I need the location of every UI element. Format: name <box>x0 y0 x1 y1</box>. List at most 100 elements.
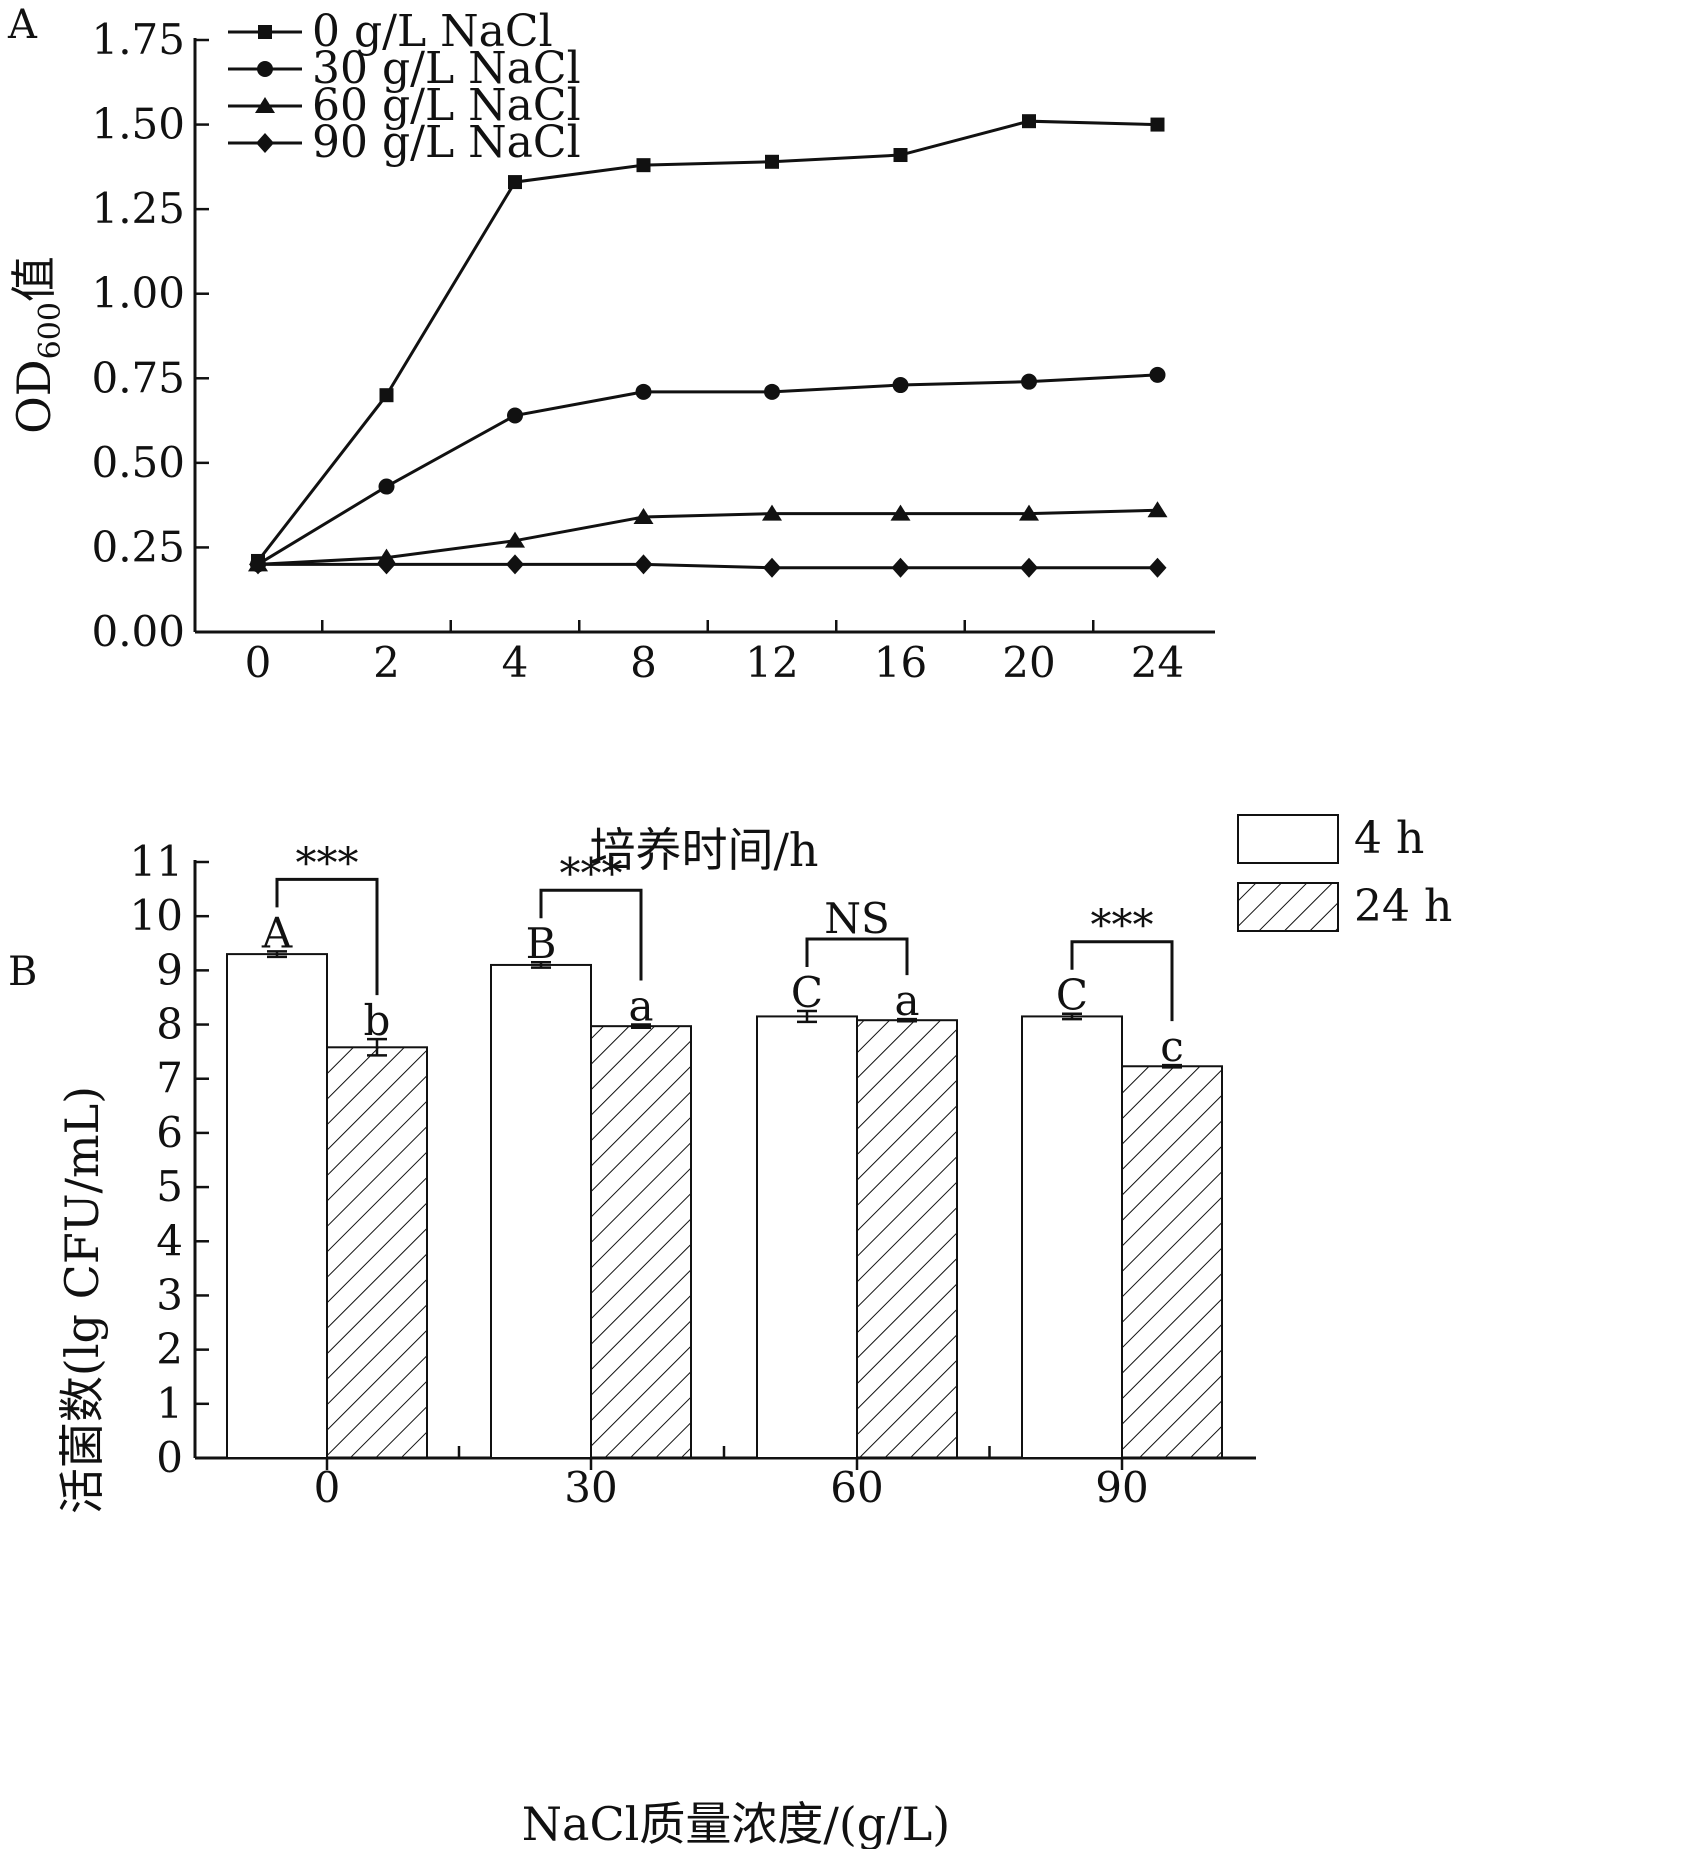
panel-a-series-0 <box>251 114 1165 568</box>
series-line <box>257 508 1158 566</box>
panel-a-y-tick-label: 1.00 <box>91 269 185 318</box>
diamond-marker <box>506 554 524 575</box>
significance-letter: C <box>791 968 823 1017</box>
panel-a-legend-item: 30 g/L NaCl <box>228 43 581 94</box>
panel-a-x-tick-label: 16 <box>874 638 927 687</box>
series-line <box>257 373 1158 566</box>
panel-b-y-tick-label: 7 <box>156 1054 183 1103</box>
diamond-marker <box>1148 557 1167 578</box>
panel-a-chart: 0.000.250.500.751.001.251.501.75 0 2 4 8 12 1… <box>7 6 1215 877</box>
panel-b-legend-label: 4 h <box>1354 813 1424 864</box>
circle-marker <box>1149 366 1166 383</box>
panel-b-y-tick-label: 6 <box>156 1108 183 1157</box>
bar-4h <box>1021 1015 1123 1459</box>
panel-a-x-axis-title: 培养时间/h <box>589 823 818 877</box>
panel-a-legend-item: 90 g/L NaCl <box>228 117 581 168</box>
circle-marker <box>635 383 652 400</box>
panel-b-y-tick-label: 4 <box>156 1216 183 1265</box>
bar-4h <box>490 963 592 1459</box>
triangle-marker <box>890 504 911 521</box>
significance-letter: A <box>261 908 293 957</box>
panel-a-series-2 <box>248 501 1168 572</box>
significance-label: *** <box>560 849 623 898</box>
panel-a-legend-item: 60 g/L NaCl <box>228 80 581 131</box>
panel-a-y-tick-label: 1.75 <box>91 15 185 64</box>
square-marker <box>379 388 394 403</box>
bar-24h <box>856 1019 958 1460</box>
panel-a-legend-item: 0 g/L NaCl <box>228 6 553 57</box>
significance-label: *** <box>296 838 359 887</box>
panel-a-x-tick-label: 2 <box>373 638 400 687</box>
triangle-marker <box>1019 504 1039 521</box>
circle-marker <box>1021 373 1037 390</box>
panel-a-y-tick-label: 1.25 <box>91 184 185 233</box>
panel-b-y-tick-label: 11 <box>130 837 183 886</box>
panel-b-legend: 4 h 24 h <box>1237 813 1452 932</box>
triangle-marker <box>505 531 525 548</box>
diamond-marker <box>763 557 781 578</box>
panel-b-legend-label: 24 h <box>1354 881 1452 932</box>
panel-b-x-ticks: 0 30 60 90 <box>314 1446 1149 1512</box>
triangle-marker <box>255 97 275 113</box>
panel-a-y-axis-title-suffix: 值 <box>7 256 61 302</box>
diamond-marker <box>891 557 910 578</box>
square-marker <box>1022 114 1036 129</box>
panel-b-x-tick-label: 60 <box>830 1463 883 1512</box>
square-marker <box>636 158 651 173</box>
panel-b-label: B <box>8 949 37 995</box>
panel-b-legend-item: 4 h <box>1237 813 1424 864</box>
panel-b-y-tick-label: 8 <box>156 1000 183 1049</box>
panel-a-x-tick-label: 8 <box>630 638 657 687</box>
panel-b-x-tick-label: 30 <box>564 1463 617 1512</box>
significance-letter: c <box>1160 1022 1184 1071</box>
bracket-line <box>1070 940 1174 1022</box>
bracket-line <box>275 877 379 996</box>
panel-a-series <box>248 114 1168 578</box>
significance-bracket: *** <box>539 849 643 981</box>
panel-a-y-tick-label: 0.25 <box>91 522 185 571</box>
triangle-marker <box>762 504 782 521</box>
triangle-marker <box>633 507 654 524</box>
bracket-line <box>539 888 643 981</box>
circle-marker <box>507 407 523 424</box>
panel-b-x-axis-title: NaCl质量浓度/(g/L) <box>522 1797 950 1849</box>
panel-b-y-tick-label: 3 <box>156 1270 183 1319</box>
panel-b-y-tick-label: 5 <box>156 1162 183 1211</box>
bar-24h <box>326 1046 428 1459</box>
panel-a-series-3 <box>249 554 1167 578</box>
diamond-marker <box>249 554 267 575</box>
bar-24h <box>1121 1065 1223 1460</box>
bar-24h <box>590 1025 692 1459</box>
circle-marker <box>764 383 780 400</box>
panel-b-x-tick-label: 90 <box>1095 1463 1148 1512</box>
significance-label: NS <box>824 894 890 943</box>
panel-a-legend-label: 60 g/L NaCl <box>312 80 581 131</box>
panel-b-bars <box>226 950 1223 1460</box>
square-marker <box>765 154 779 169</box>
panel-a-legend-label: 0 g/L NaCl <box>312 6 553 57</box>
legend-swatch <box>1237 882 1339 932</box>
significance-letter: b <box>364 996 391 1045</box>
diamond-marker <box>1020 557 1038 578</box>
significance-letter: B <box>526 919 557 968</box>
panel-b-y-tick-label: 9 <box>156 945 183 994</box>
panel-a-y-ticks: 0.00 0.25 0.50 0.75 1.00 1.25 1.50 1.75 <box>91 15 209 656</box>
panel-a-y-tick-label: 0.75 <box>91 353 185 402</box>
square-marker <box>508 175 522 190</box>
panel-a-x-ticks: 0 2 4 8 12 16 20 24 <box>245 620 1184 687</box>
significance-bracket: *** <box>275 838 379 996</box>
significance-letter: a <box>894 976 919 1025</box>
panel-a-y-axis-title: OD600值 <box>7 256 68 434</box>
panel-b-y-tick-label: 1 <box>156 1379 183 1428</box>
panel-a-axes <box>193 38 1215 634</box>
square-marker <box>258 25 272 39</box>
panel-a-label: A <box>7 2 38 48</box>
panel-a-y-tick-label: 0.50 <box>91 438 185 487</box>
bar-4h <box>226 953 328 1459</box>
diamond-marker <box>256 133 274 153</box>
circle-marker <box>257 61 273 77</box>
circle-marker <box>892 377 909 394</box>
